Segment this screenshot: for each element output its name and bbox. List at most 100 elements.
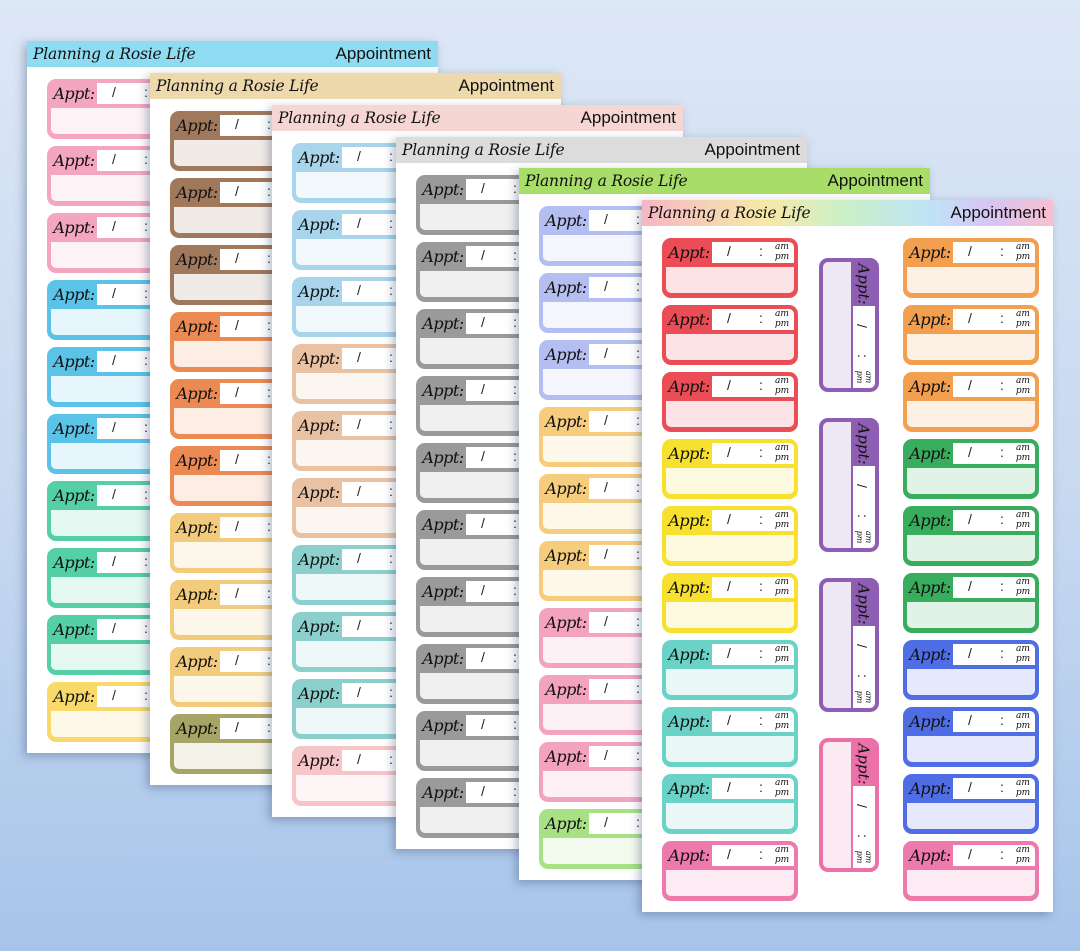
vertical-appointment-sticker[interactable]: Appt: /: am pm <box>819 578 879 712</box>
sticker-label: Appt: <box>51 150 97 171</box>
am-text: am <box>864 850 873 864</box>
time-colon: : <box>144 352 148 368</box>
date-slash: / <box>481 716 485 732</box>
time-colon: : <box>759 377 763 393</box>
sticker-label: Appt: <box>853 422 875 466</box>
date-slash: / <box>112 486 116 502</box>
time-colon: : <box>513 448 517 464</box>
sticker-label: Appt: <box>907 242 953 263</box>
time-colon: : <box>389 751 393 767</box>
pm-text: pm <box>855 370 864 384</box>
sticker-writing-area <box>907 334 1035 360</box>
date-slash: / <box>235 719 239 735</box>
vertical-appointment-sticker[interactable]: Appt: /: am pm <box>819 418 879 552</box>
time-colon: : <box>636 278 640 294</box>
pm-text: pm <box>1015 855 1031 865</box>
am-text: am <box>1016 644 1030 654</box>
pm-text: pm <box>1015 788 1031 798</box>
date-slash: / <box>968 578 972 594</box>
date-slash: / <box>604 747 608 763</box>
pm-text: pm <box>855 690 864 704</box>
sticker-label: Appt: <box>543 545 589 566</box>
sticker-label: Appt: <box>296 482 342 503</box>
vertical-appointment-sticker[interactable]: Appt: /: am pm <box>819 738 879 872</box>
sticker-label: Appt: <box>543 478 589 499</box>
sticker-label: Appt: <box>907 845 953 866</box>
sticker-writing-area <box>907 468 1035 494</box>
date-slash: / <box>235 518 239 534</box>
time-colon: : <box>389 282 393 298</box>
vertical-appointment-sticker[interactable]: Appt: /: am pm <box>819 258 879 392</box>
date-slash: / <box>112 687 116 703</box>
time-colon: : <box>267 384 271 400</box>
am-text: am <box>775 309 789 319</box>
pm-text: pm <box>774 788 790 798</box>
sheet-header: Planning a Rosie Life Appointment <box>150 73 561 99</box>
date-slash: / <box>604 345 608 361</box>
am-text: am <box>864 530 873 544</box>
time-colon: : <box>854 354 871 358</box>
time-colon: : <box>759 779 763 795</box>
date-slash: / <box>357 617 361 633</box>
time-colon: : <box>636 345 640 361</box>
pm-text: pm <box>1015 654 1031 664</box>
sticker-label: Appt: <box>907 309 953 330</box>
sticker-label: Appt: <box>296 348 342 369</box>
date-slash: / <box>357 416 361 432</box>
time-colon: : <box>1000 377 1004 393</box>
time-colon: : <box>389 349 393 365</box>
date-slash: / <box>112 218 116 234</box>
sticker-label: Appt: <box>666 376 712 397</box>
sticker-label: Appt: <box>666 242 712 263</box>
date-slash: / <box>968 243 972 259</box>
sticker-label-text: Appt: <box>855 583 873 625</box>
time-colon: : <box>267 585 271 601</box>
time-colon: : <box>267 183 271 199</box>
time-colon: : <box>267 451 271 467</box>
date-slash: / <box>235 317 239 333</box>
pm-text: pm <box>774 721 790 731</box>
date-slash: / <box>357 282 361 298</box>
am-text: am <box>1016 309 1030 319</box>
sticker-label: Appt: <box>296 281 342 302</box>
sticker-writing-area <box>823 582 851 708</box>
sticker-writing-area <box>907 669 1035 695</box>
date-slash: / <box>968 310 972 326</box>
sticker-label: Appt: <box>907 778 953 799</box>
sticker-label: Appt: <box>174 584 220 605</box>
date-slash: / <box>235 384 239 400</box>
